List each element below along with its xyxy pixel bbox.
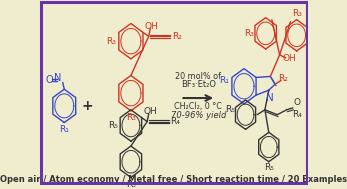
Text: R₄: R₄ <box>170 117 180 126</box>
Text: N: N <box>266 93 274 103</box>
Text: R₃: R₃ <box>245 29 254 38</box>
Text: R₃: R₃ <box>107 37 117 46</box>
Text: O: O <box>46 75 53 85</box>
Text: R₅: R₅ <box>126 180 136 189</box>
Text: R₅: R₅ <box>264 163 274 172</box>
Text: R₅: R₅ <box>108 121 118 130</box>
Text: Open air / Atom economy / Metal free / Short reaction time / 20 Examples: Open air / Atom economy / Metal free / S… <box>0 175 347 184</box>
Text: BF₃·Et₂O: BF₃·Et₂O <box>181 80 216 89</box>
Text: 70-96% yield: 70-96% yield <box>171 111 226 120</box>
Text: N: N <box>54 73 62 83</box>
Text: R₂: R₂ <box>278 74 288 83</box>
Text: OH: OH <box>143 107 157 116</box>
Text: CH₂Cl₂, 0 °C: CH₂Cl₂, 0 °C <box>174 102 222 111</box>
Text: 20 mol% of: 20 mol% of <box>175 72 221 81</box>
Text: +: + <box>82 99 93 113</box>
Text: R₂: R₂ <box>172 32 181 41</box>
Text: R₁: R₁ <box>219 76 229 85</box>
Text: OH: OH <box>145 22 159 31</box>
Text: R₄: R₄ <box>293 110 302 119</box>
Text: R₃: R₃ <box>126 113 136 122</box>
Text: R₁: R₁ <box>59 125 69 134</box>
Text: R₃: R₃ <box>292 9 302 18</box>
Text: R₅: R₅ <box>225 105 235 114</box>
Text: OH: OH <box>282 54 296 63</box>
Text: O: O <box>293 98 300 107</box>
